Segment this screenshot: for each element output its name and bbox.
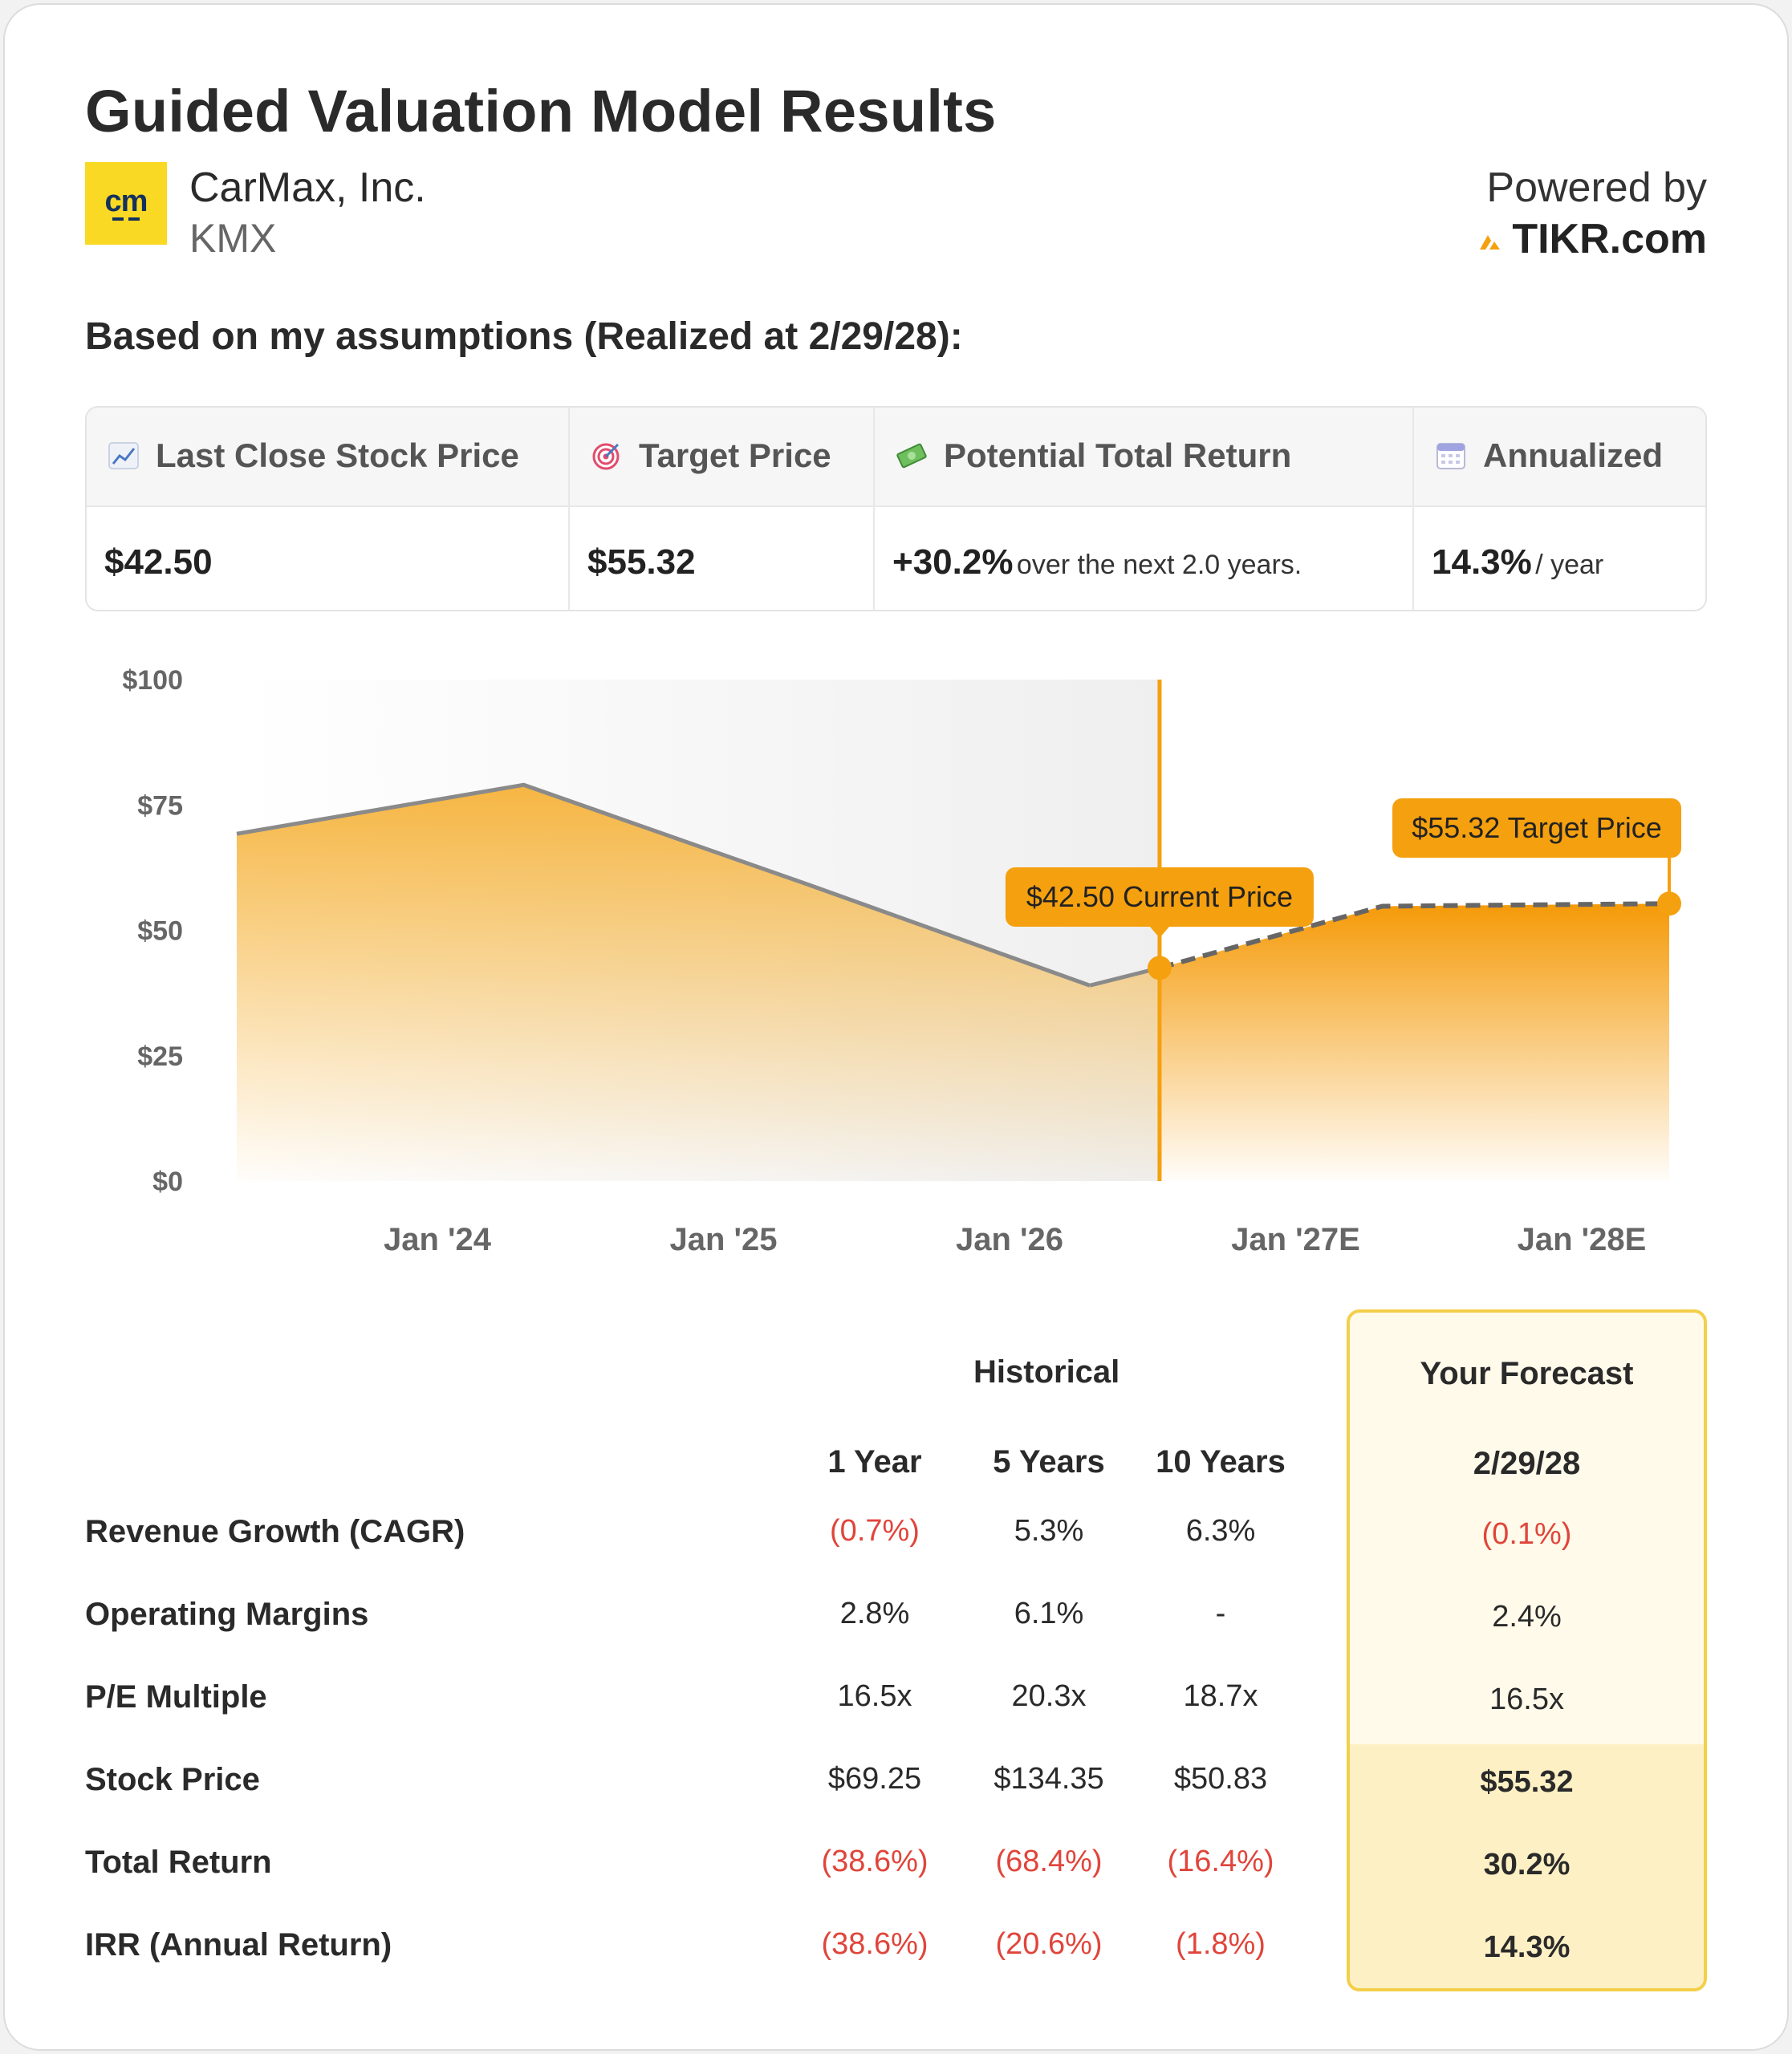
page-title: Guided Valuation Model Results	[85, 78, 997, 144]
total-return-value: +30.2%	[892, 542, 1014, 582]
historical-cell: (38.6%)	[821, 1927, 929, 1961]
target-price-label: $55.32 Target Price	[1412, 811, 1662, 844]
summary-header-label: Annualized	[1483, 436, 1664, 474]
summary-col-target: Target Price $55.32	[570, 408, 875, 610]
forecast-cell: 2.4%	[1492, 1600, 1562, 1634]
historical-line	[236, 782, 1091, 988]
historical-cell: 5.3%	[1014, 1514, 1084, 1548]
y-tick-label: $0	[152, 1167, 183, 1197]
powered-by-label: Powered by	[1486, 164, 1707, 211]
historical-cell: 2.8%	[839, 1597, 910, 1630]
historical-cell: (1.8%)	[1176, 1927, 1266, 1961]
forecast-header: Your Forecast	[1420, 1356, 1634, 1391]
historical-cell: 6.3%	[1185, 1514, 1256, 1548]
historical-cell: $50.83	[1173, 1762, 1268, 1796]
summary-header-row	[87, 408, 1705, 507]
historical-cell: (68.4%)	[995, 1845, 1103, 1878]
historical-cell: (38.6%)	[821, 1845, 929, 1878]
historical-header: Historical	[973, 1354, 1120, 1390]
current-price-callout	[1005, 867, 1314, 927]
metric-row-label: P/E Multiple	[85, 1679, 267, 1715]
col-header-1y: 1 Year	[827, 1444, 922, 1480]
x-tick-label: Jan '24	[384, 1222, 492, 1257]
historical-cell: -	[1215, 1597, 1226, 1630]
tikr-brand-link[interactable]: TIKR.com	[1478, 215, 1707, 263]
company-logo: cm	[85, 162, 167, 245]
summary-col-total-return: Potential Total Return +30.2% over the n…	[875, 408, 1414, 610]
historical-cell: $134.35	[994, 1762, 1104, 1796]
summary-header-cell: Last Close Stock Price	[108, 436, 519, 475]
historical-cell: $69.25	[827, 1762, 922, 1796]
forecast-cell: $55.32	[1480, 1765, 1574, 1799]
logo-dashes	[112, 217, 140, 221]
chart-up-icon	[108, 442, 139, 469]
x-tick-label: Jan '28E	[1518, 1222, 1647, 1257]
current-price-label: $42.50 Current Price	[1026, 880, 1293, 913]
summary-value-cell: $55.32	[587, 542, 696, 583]
current-price-pointer	[1149, 927, 1169, 938]
brand-name: TIKR.com	[1512, 216, 1707, 262]
forecast-dashed-line	[1159, 901, 1670, 971]
logo-text: cm	[104, 184, 148, 218]
summary-value-cell: $42.50	[104, 542, 213, 583]
assumptions-heading: Based on my assumptions (Realized at 2/2…	[85, 315, 963, 358]
historical-cell: (0.7%)	[830, 1514, 920, 1548]
x-tick-label: Jan '26	[956, 1222, 1063, 1257]
metric-row-label: Total Return	[85, 1845, 272, 1880]
historical-cell: (16.4%)	[1167, 1845, 1274, 1878]
historical-cell: (20.6%)	[995, 1927, 1103, 1961]
ticker-symbol: KMX	[189, 216, 277, 261]
summary-header-cell: Annualized	[1435, 436, 1663, 475]
summary-header-label: Last Close Stock Price	[156, 436, 519, 474]
metric-row-label: Stock Price	[85, 1762, 260, 1797]
summary-value-cell: 14.3% / year	[1432, 542, 1603, 583]
historical-cell: 18.7x	[1183, 1679, 1258, 1713]
historical-area	[237, 785, 1160, 1181]
y-tick-label: $25	[137, 1041, 183, 1072]
forecast-column	[1347, 1309, 1707, 1991]
forecast-cell: 30.2%	[1483, 1848, 1571, 1881]
summary-header-label: Potential Total Return	[944, 436, 1292, 474]
metric-row-label: IRR (Annual Return)	[85, 1927, 392, 1963]
historical-cell: 20.3x	[1011, 1679, 1087, 1713]
current-price-dot	[1147, 956, 1172, 980]
target-icon	[592, 443, 620, 470]
tikr-logo-icon	[1480, 235, 1501, 250]
y-tick-label: $100	[122, 665, 183, 696]
y-tick-label: $75	[137, 790, 183, 821]
last-close-value: $42.50	[104, 542, 213, 582]
col-header-forecast: 2/29/28	[1473, 1446, 1581, 1481]
summary-table: Last Close Stock Price $42.50 Target Pri…	[85, 406, 1707, 611]
target-price-callout	[1392, 798, 1681, 858]
forecast-cell: 14.3%	[1483, 1930, 1571, 1964]
metric-row-label: Revenue Growth (CAGR)	[85, 1514, 465, 1549]
y-tick-label: $50	[137, 916, 183, 947]
col-header-5y: 5 Years	[993, 1444, 1105, 1480]
summary-header-cell: Potential Total Return	[896, 436, 1291, 475]
col-header-10y: 10 Years	[1156, 1444, 1286, 1480]
historical-cell: 16.5x	[837, 1679, 912, 1713]
money-icon	[896, 443, 927, 469]
summary-value-cell: +30.2% over the next 2.0 years.	[892, 542, 1302, 583]
company-name: CarMax, Inc.	[189, 164, 426, 211]
x-tick-label: Jan '25	[669, 1222, 777, 1257]
forecast-cell: 16.5x	[1489, 1683, 1564, 1716]
forecast-area	[1159, 903, 1669, 1181]
target-price-value: $55.32	[587, 542, 696, 582]
summary-header-label: Target Price	[639, 436, 831, 474]
forecast-highlight	[1350, 1744, 1704, 1988]
annualized-value: 14.3%	[1432, 542, 1532, 582]
annualized-unit: / year	[1535, 550, 1604, 580]
summary-col-last-close: Last Close Stock Price $42.50	[87, 408, 570, 610]
calendar-icon	[1436, 443, 1465, 469]
metric-row-label: Operating Margins	[85, 1597, 369, 1632]
historical-cell: 6.1%	[1014, 1597, 1084, 1630]
summary-header-cell: Target Price	[591, 436, 831, 475]
target-price-dot	[1657, 891, 1681, 916]
x-tick-label: Jan '27E	[1231, 1222, 1360, 1257]
summary-col-annualized: Annualized 14.3% / year	[1414, 408, 1705, 610]
forecast-cell: (0.1%)	[1481, 1517, 1572, 1551]
total-return-period: over the next 2.0 years.	[1016, 550, 1302, 580]
